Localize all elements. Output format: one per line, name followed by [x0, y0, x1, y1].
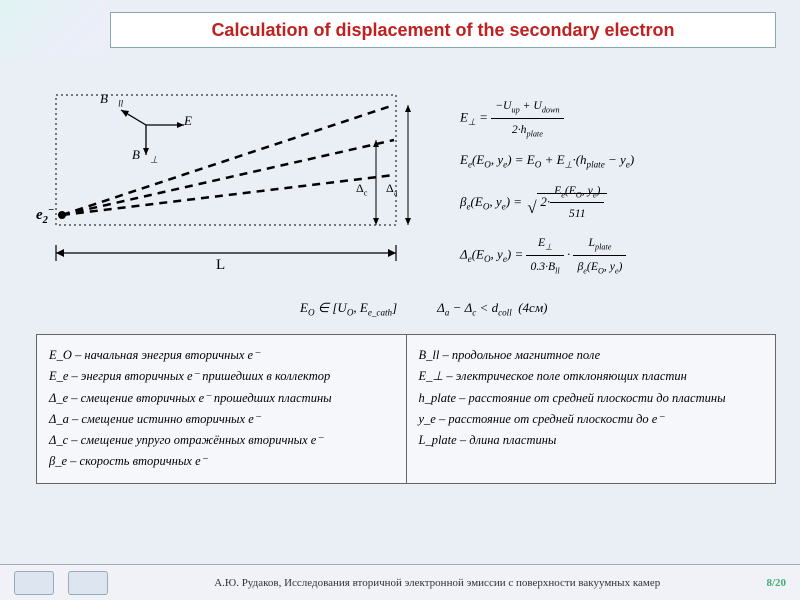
def-row: B_ll – продольное магнитное поле [419, 345, 764, 366]
page-number: 8/20 [766, 577, 786, 589]
electron-label: e2− [36, 205, 54, 226]
footer-credit: А.Ю. Рудаков, Исследования вторичной эле… [122, 577, 752, 589]
def-row: y_e – расстояние от средней плоскости до… [419, 409, 764, 430]
delta-a-label: Δa [386, 181, 397, 197]
b-perp-label: B⃗⊥ [132, 147, 158, 166]
eq-beta-e: βe(EO, ye) = 2·Ee(EO, ye)511 [460, 180, 780, 226]
eq-e-e: Ee(EO, ye) = EO + E⊥·(hplate − ye) [460, 148, 780, 174]
trajectory-diagram: e2− L B⃗ll E⃗ B⃗⊥ Δc Δa [36, 85, 416, 295]
def-row: E_⊥ – электрическое поле отклоняющих пла… [419, 366, 764, 387]
eq-delta-e: Δe(EO, ye) = E⊥0.3·Bll · Lplateβe(EO, ye… [460, 232, 780, 279]
slide-footer: А.Ю. Рудаков, Исследования вторичной эле… [0, 564, 800, 600]
nica-logo [68, 571, 108, 595]
conditions-line: EO ∈ [UO, Ee_cath] Δa − Δc < dcoll (4см) [300, 300, 770, 318]
eq-e-perp: E⊥ = −Uup + Udown2·hplate [460, 95, 780, 142]
range-condition: EO ∈ [UO, Ee_cath] [300, 300, 397, 318]
definitions-right-column: B_ll – продольное магнитное поле E_⊥ – э… [407, 335, 776, 483]
def-row: Δ_a – смещение истинно вторичных e⁻ [49, 409, 394, 430]
inequality-condition: Δa − Δc < dcoll (4см) [437, 300, 547, 318]
slide-title: Calculation of displacement of the secon… [211, 20, 674, 41]
delta-c-label: Δc [356, 181, 367, 197]
def-row: Δ_e – смещение вторичных e⁻ прошедших пл… [49, 388, 394, 409]
definitions-left-column: E_O – начальная энегрия вторичных e⁻ E_e… [37, 335, 407, 483]
def-row: E_e – энегрия вторичных e⁻ пришедших в к… [49, 366, 394, 387]
jinr-logo [14, 571, 54, 595]
title-bar: Calculation of displacement of the secon… [110, 12, 776, 48]
e-vector-label: E⃗ [184, 113, 202, 129]
length-label: L [216, 257, 225, 274]
def-row: β_e – скорость вторичных e⁻ [49, 451, 394, 472]
def-row: h_plate – расстояние от средней плоскост… [419, 388, 764, 409]
def-row: E_O – начальная энегрия вторичных e⁻ [49, 345, 394, 366]
definitions-table: E_O – начальная энегрия вторичных e⁻ E_e… [36, 334, 776, 484]
def-row: Δ_c – смещение упруго отражённых вторичн… [49, 430, 394, 451]
def-row: L_plate – длина пластины [419, 430, 764, 451]
background-decoration [0, 0, 110, 60]
equations-block: E⊥ = −Uup + Udown2·hplate Ee(EO, ye) = E… [460, 95, 780, 284]
b-parallel-label: B⃗ll [100, 91, 123, 109]
